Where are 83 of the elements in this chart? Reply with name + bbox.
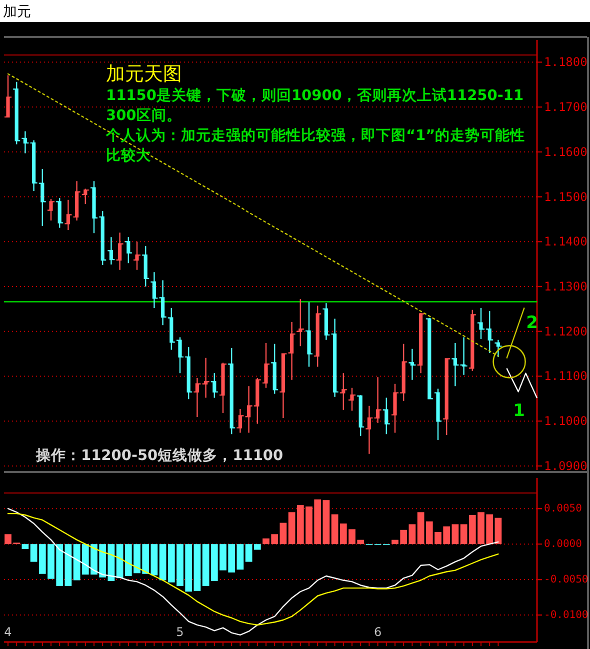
candlestick [270, 343, 279, 394]
candlestick [451, 342, 460, 387]
candlestick [124, 236, 132, 264]
candlestick [322, 302, 330, 340]
candlestick [288, 321, 296, 380]
bar [159, 544, 166, 580]
text: 2 [526, 313, 538, 333]
bar [73, 544, 80, 580]
y-tick-label: 1.0900 [544, 458, 588, 473]
candlestick [90, 180, 98, 234]
bar [331, 514, 338, 544]
bar [452, 524, 459, 544]
y-tick-label: 1.1000 [544, 414, 588, 428]
bar [288, 512, 296, 544]
candlestick [202, 357, 210, 398]
bar [408, 524, 416, 544]
chart-title: 加元 [3, 4, 31, 20]
candlestick [218, 362, 228, 414]
bar [22, 544, 29, 550]
candlestick [460, 336, 468, 376]
candlestick [193, 377, 202, 418]
candlestick [330, 318, 339, 398]
candlestick [408, 348, 416, 380]
candlestick [339, 372, 348, 410]
candlestick [46, 198, 56, 222]
y-tick-label: 1.1700 [544, 100, 588, 114]
bar [494, 518, 502, 544]
candlestick [365, 405, 374, 454]
y-tick-label: 1.1200 [544, 324, 588, 338]
annotation: 11150是关键，下破，则回10900，否则再次上试11250-11300区间。 [106, 87, 524, 124]
candlestick [262, 342, 270, 388]
y-tick-label: 1.1800 [544, 55, 588, 70]
candlestick [236, 408, 244, 434]
candlestick [56, 198, 64, 228]
candlestick [21, 130, 30, 154]
bar [194, 544, 201, 591]
candlestick [167, 307, 176, 350]
text: 1 [513, 401, 525, 421]
bar [322, 500, 330, 544]
bar [30, 544, 38, 562]
y-tick-label: 1.1600 [544, 144, 588, 159]
annotation: 个人认为：加元走强的可能性比较强，即下图“1”的走势可能性比较大 [105, 127, 526, 164]
candlestick [158, 280, 167, 326]
candlestick [494, 339, 502, 358]
bar [460, 524, 468, 544]
x-tick-label: 5 [176, 625, 184, 639]
candlestick [4, 74, 12, 118]
candlestick [348, 387, 356, 412]
x-tick-label: 4 [4, 625, 12, 639]
candlestick [64, 199, 72, 231]
x-tick-label: 6 [374, 625, 382, 639]
bar [150, 544, 158, 576]
candlestick [72, 180, 81, 222]
candlestick [210, 372, 218, 398]
candlestick [142, 246, 150, 288]
bar [280, 522, 287, 544]
y-tick-label: 0.0050 [544, 502, 582, 515]
candlestick [116, 232, 124, 271]
bar [236, 544, 244, 570]
candlestick [434, 388, 442, 441]
bar [202, 544, 210, 586]
candlestick [304, 302, 314, 368]
bar [245, 544, 252, 562]
bar [417, 512, 424, 544]
candlestick [382, 397, 390, 435]
candlestick [374, 376, 382, 424]
candlestick [132, 241, 142, 271]
y-tick-label: 0.0000 [544, 538, 582, 550]
annotation: 操作：11200-50短线做多，11100 [35, 447, 284, 464]
y-tick-label: 1.1500 [544, 190, 588, 204]
candlestick [81, 188, 90, 205]
y-tick-label: -0.0050 [544, 574, 588, 586]
annotation: 加元天图 [106, 63, 182, 85]
y-tick-label: 1.1300 [544, 280, 588, 294]
candlestick [279, 353, 288, 419]
candlestick [107, 236, 116, 266]
bar [254, 544, 261, 550]
y-tick-label: 1.1100 [544, 369, 588, 384]
y-tick-label: 1.1400 [544, 234, 588, 249]
bar [64, 544, 72, 586]
candlestick [150, 272, 158, 309]
y-tick-label: -0.0100 [544, 609, 588, 622]
candlestick [296, 298, 304, 347]
